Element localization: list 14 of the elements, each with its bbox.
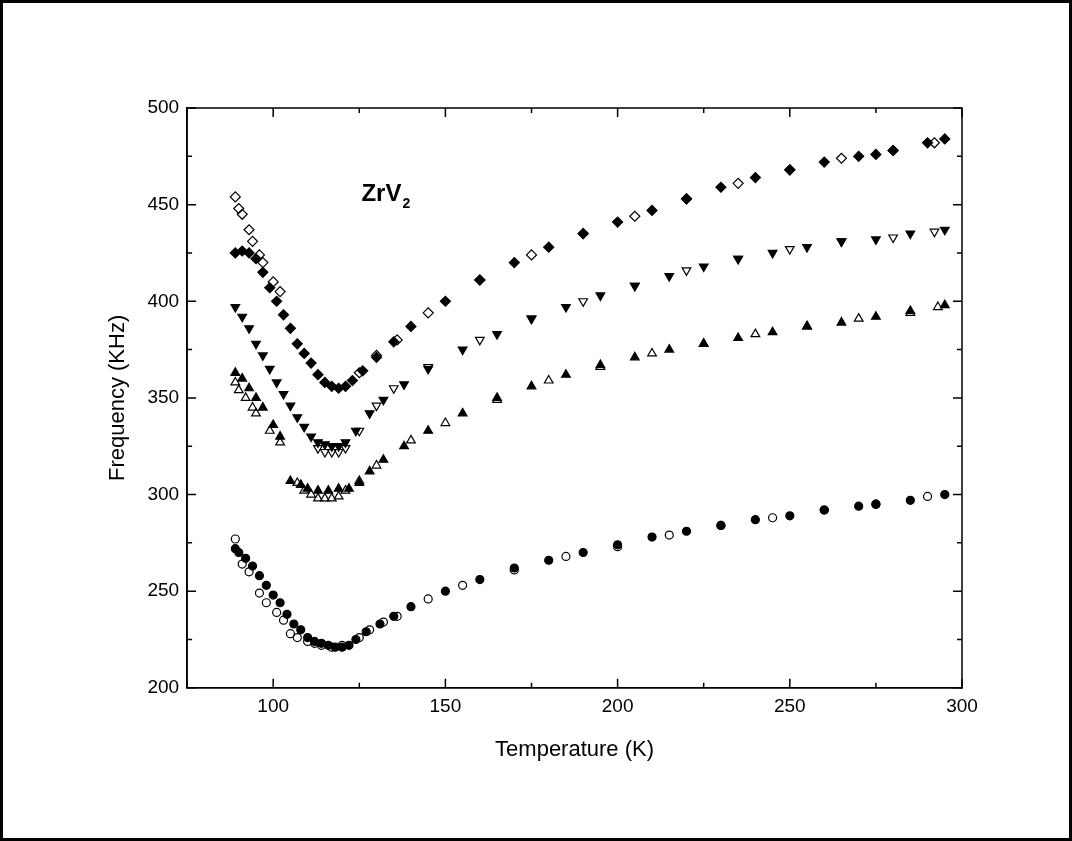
x-tick-label: 100: [257, 695, 290, 717]
y-tick-label: 500: [147, 96, 180, 118]
y-tick-label: 450: [147, 192, 180, 214]
x-tick-label: 300: [946, 695, 978, 717]
y-tick-label: 200: [147, 676, 180, 698]
x-tick-label: 250: [773, 695, 806, 717]
y-tick-label: 350: [147, 386, 180, 408]
y-tick-label: 300: [147, 482, 180, 504]
x-tick-label: 200: [601, 695, 634, 717]
y-axis-title: Frequency (KHz): [104, 314, 130, 482]
x-axis-title: Temperature (K): [495, 735, 655, 761]
y-tick-label: 250: [147, 579, 180, 601]
x-tick-label: 150: [429, 695, 462, 717]
y-tick-label: 400: [147, 289, 180, 311]
